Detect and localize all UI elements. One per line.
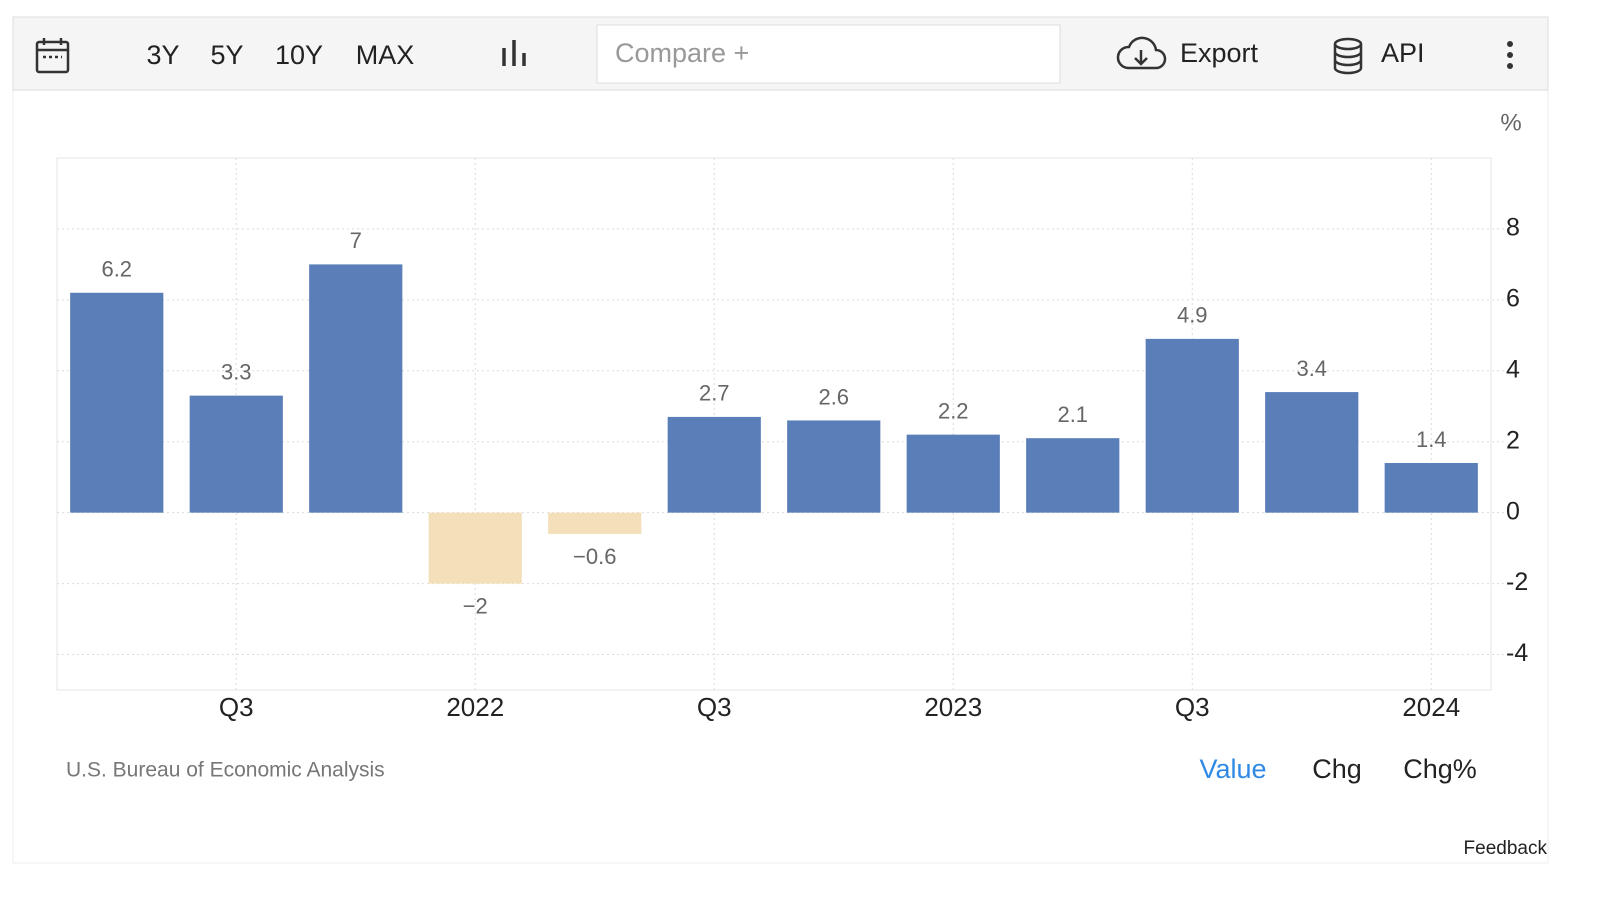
data-label: 2.2 bbox=[938, 398, 969, 423]
y-tick-label: 4 bbox=[1506, 355, 1520, 383]
bar bbox=[428, 512, 522, 584]
export-icon[interactable] bbox=[1116, 36, 1167, 70]
data-label: 2.1 bbox=[1057, 402, 1088, 427]
range-button[interactable]: 10Y bbox=[275, 40, 323, 70]
data-label: 2.6 bbox=[818, 384, 849, 409]
api-icon[interactable] bbox=[1333, 37, 1363, 75]
source: U.S. Bureau of Economic Analysis bbox=[66, 759, 385, 782]
x-tick-label: Q3 bbox=[1175, 692, 1210, 722]
bar bbox=[1384, 463, 1478, 513]
compare-placeholder: Compare + bbox=[615, 38, 749, 68]
tab[interactable]: Chg bbox=[1312, 754, 1362, 784]
y-tick-label: 0 bbox=[1506, 497, 1520, 525]
data-label: −0.6 bbox=[573, 544, 616, 569]
feedback-link[interactable]: Feedback bbox=[1464, 838, 1548, 859]
y-tick-label: -2 bbox=[1506, 568, 1528, 596]
bar bbox=[1026, 438, 1120, 513]
range-button[interactable]: 3Y bbox=[146, 40, 179, 70]
data-label: 3.3 bbox=[221, 359, 252, 384]
data-label: −2 bbox=[463, 593, 488, 618]
bar bbox=[1145, 338, 1239, 513]
x-tick-label: 2023 bbox=[924, 692, 982, 722]
data-label: 2.7 bbox=[699, 381, 730, 406]
tab[interactable]: Value bbox=[1199, 754, 1266, 784]
bar bbox=[906, 434, 1000, 513]
x-tick-label: Q3 bbox=[697, 692, 732, 722]
bar bbox=[309, 264, 403, 513]
compare-input[interactable] bbox=[596, 24, 1061, 84]
data-label: 7 bbox=[350, 228, 362, 253]
y-tick-label: 6 bbox=[1506, 284, 1520, 312]
export-button[interactable]: Export bbox=[1180, 38, 1259, 68]
plot-frame bbox=[56, 157, 1492, 691]
chart-type-icon[interactable] bbox=[502, 40, 526, 66]
bar bbox=[1265, 392, 1359, 513]
data-label: 3.4 bbox=[1296, 356, 1327, 381]
more-menu[interactable] bbox=[1507, 41, 1513, 69]
data-label: 1.4 bbox=[1416, 427, 1447, 452]
y-tick-label: 2 bbox=[1506, 426, 1520, 454]
bar bbox=[189, 395, 283, 513]
bar bbox=[70, 292, 164, 513]
x-tick-label: Q3 bbox=[219, 692, 254, 722]
range-button[interactable]: MAX bbox=[356, 40, 415, 70]
bar bbox=[787, 420, 881, 513]
data-label: 4.9 bbox=[1177, 303, 1208, 328]
api-button[interactable]: API bbox=[1381, 38, 1425, 68]
bar bbox=[667, 416, 761, 513]
range-button[interactable]: 5Y bbox=[210, 40, 243, 70]
bar bbox=[548, 512, 642, 534]
calendar-icon[interactable] bbox=[35, 38, 70, 74]
x-tick-label: 2024 bbox=[1402, 692, 1460, 722]
unit-label: % bbox=[1500, 109, 1521, 136]
tab[interactable]: Chg% bbox=[1403, 754, 1477, 784]
y-tick-label: 8 bbox=[1506, 214, 1520, 242]
y-tick-label: -4 bbox=[1506, 639, 1528, 667]
x-tick-label: 2022 bbox=[446, 692, 504, 722]
data-label: 6.2 bbox=[101, 257, 132, 282]
